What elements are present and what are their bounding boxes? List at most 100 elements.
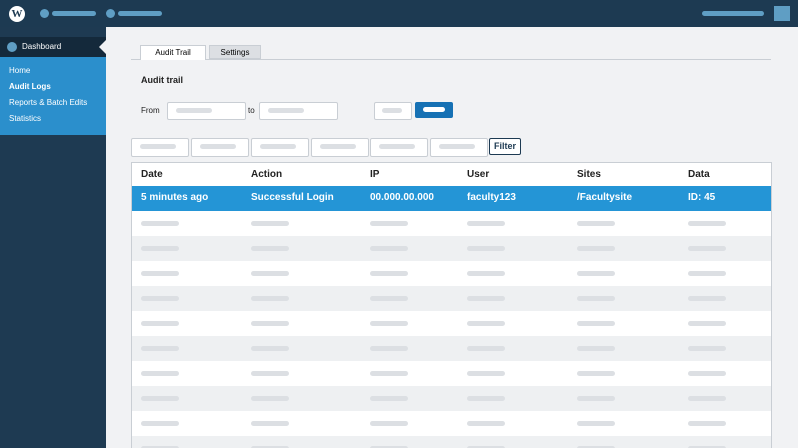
placeholder [467,296,505,301]
placeholder [370,421,408,426]
placeholder [52,11,96,16]
placeholder [577,371,615,376]
placeholder [251,421,289,426]
placeholder [141,396,179,401]
table-row[interactable] [132,386,771,411]
placeholder [141,371,179,376]
label: to [248,106,255,115]
date-input[interactable] [167,102,246,120]
table-row[interactable] [132,361,771,386]
wp-logo[interactable]: W [9,6,25,22]
button[interactable] [374,102,412,120]
placeholder [370,396,408,401]
placeholder [118,11,162,16]
dashboard-item[interactable]: Dashboard [0,37,106,57]
placeholder [688,271,726,276]
placeholder [370,346,408,351]
menu-item[interactable]: Reports & Batch Edits [9,98,88,107]
placeholder [251,246,289,251]
placeholder [141,271,179,276]
primary-button[interactable] [415,102,453,118]
sidebar: Dashboard Home Audit Logs Reports & Batc… [0,27,106,448]
cell: 00.000.00.000 [370,192,434,203]
menu-item[interactable]: Home [9,66,31,75]
placeholder [251,396,289,401]
table-row[interactable] [132,286,771,311]
placeholder [688,221,726,226]
placeholder [320,144,356,149]
filter-select[interactable] [430,138,488,157]
table-row[interactable] [132,336,771,361]
menu-label: Dashboard [22,42,62,51]
placeholder [467,396,505,401]
placeholder [370,271,408,276]
filter-select[interactable] [370,138,428,157]
placeholder [251,221,289,226]
table-row[interactable] [132,436,771,448]
tab[interactable]: Audit Trail [140,45,206,60]
placeholder [370,446,408,448]
table-row-selected[interactable]: 5 minutes ago Successful Login 00.000.00.0… [132,186,771,211]
placeholder [467,346,505,351]
placeholder [251,346,289,351]
date-input[interactable] [259,102,338,120]
placeholder [467,221,505,226]
avatar[interactable] [774,6,790,21]
placeholder [439,144,475,149]
placeholder [577,396,615,401]
placeholder [141,221,179,226]
column-header: User [467,169,490,180]
placeholder [577,221,615,226]
column-header: Sites [577,169,601,180]
filter-select[interactable] [311,138,369,157]
column-header: Data [688,169,710,180]
placeholder [370,246,408,251]
table-row[interactable] [132,236,771,261]
placeholder [688,446,726,448]
placeholder [688,421,726,426]
table-row[interactable] [132,261,771,286]
placeholder [467,271,505,276]
placeholder [370,321,408,326]
placeholder [251,271,289,276]
icon [40,9,49,18]
filter-select[interactable] [251,138,309,157]
placeholder [577,296,615,301]
table-row[interactable] [132,411,771,436]
table-row[interactable] [132,311,771,336]
placeholder [370,371,408,376]
placeholder [577,321,615,326]
submenu: Home Audit Logs Reports & Batch Edits St… [0,57,106,135]
placeholder [688,296,726,301]
placeholder [577,246,615,251]
cell: /Facultysite [577,192,633,203]
notch [99,40,106,54]
tab-rule [131,59,771,60]
menu-item[interactable]: Statistics [9,114,42,123]
placeholder [141,246,179,251]
filter-select[interactable] [131,138,189,157]
placeholder [467,246,505,251]
filter-select[interactable] [191,138,249,157]
section-title: Audit trail [141,75,183,85]
table-row[interactable] [132,211,771,236]
placeholder [141,421,179,426]
placeholder [688,321,726,326]
placeholder [379,144,415,149]
filter-button[interactable]: Filter [489,138,521,155]
placeholder [370,221,408,226]
top-bar: W [0,0,798,27]
placeholder [577,271,615,276]
cell: 5 minutes ago [141,192,209,203]
tab[interactable]: Settings [209,45,261,59]
placeholder [140,144,176,149]
label: From [141,106,160,115]
placeholder [688,246,726,251]
placeholder [688,346,726,351]
menu-item[interactable]: Audit Logs [9,82,51,91]
placeholder [251,296,289,301]
placeholder [467,321,505,326]
placeholder [141,296,179,301]
placeholder [577,446,615,448]
